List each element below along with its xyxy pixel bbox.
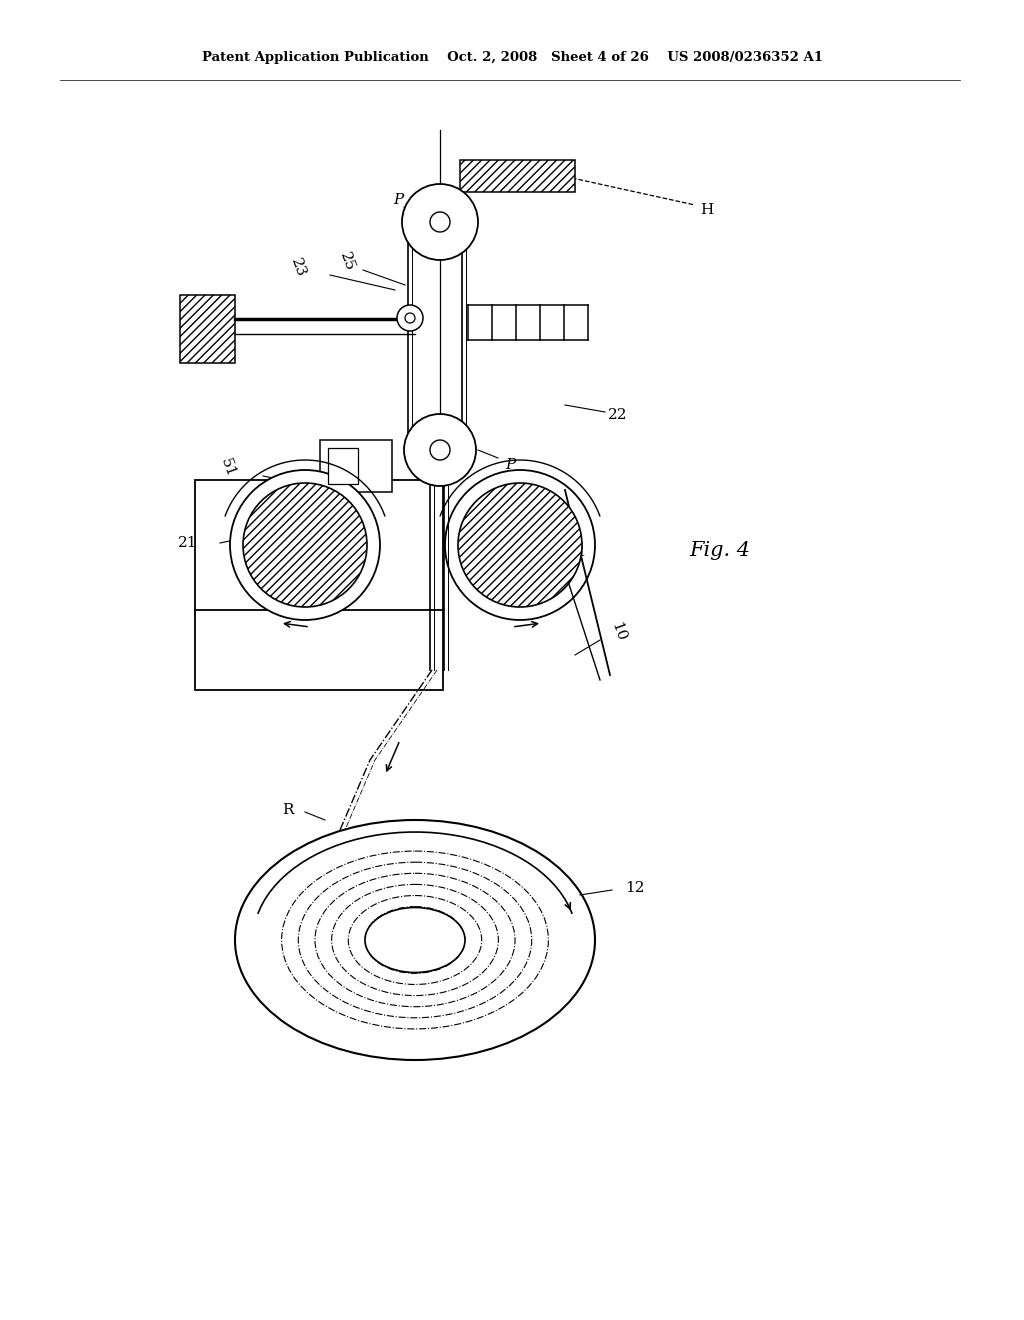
Bar (460, 160, 575, 191)
Text: 21: 21 (568, 545, 588, 558)
Circle shape (458, 483, 582, 607)
Circle shape (397, 305, 423, 331)
Text: Patent Application Publication    Oct. 2, 2008   Sheet 4 of 26    US 2008/023635: Patent Application Publication Oct. 2, 2… (202, 51, 822, 65)
Text: 25: 25 (337, 251, 357, 273)
Text: 23: 23 (288, 256, 308, 280)
Text: 21: 21 (178, 536, 198, 550)
Text: Fig. 4: Fig. 4 (689, 540, 751, 560)
Circle shape (430, 440, 450, 459)
Text: 10: 10 (608, 620, 628, 644)
Circle shape (406, 313, 415, 323)
Text: 22: 22 (608, 408, 628, 422)
Ellipse shape (365, 908, 465, 973)
Bar (180, 294, 234, 363)
Circle shape (404, 414, 476, 486)
Circle shape (230, 470, 380, 620)
Bar (195, 610, 443, 690)
Text: R: R (283, 803, 294, 817)
Circle shape (430, 213, 450, 232)
Bar (319, 440, 392, 492)
Bar (195, 480, 443, 615)
Text: 12: 12 (626, 880, 645, 895)
Circle shape (243, 483, 367, 607)
Text: H: H (700, 203, 714, 216)
Circle shape (445, 470, 595, 620)
Ellipse shape (234, 820, 595, 1060)
Text: 51: 51 (218, 457, 238, 479)
Text: P: P (393, 193, 403, 207)
Text: P: P (505, 458, 515, 473)
Bar (328, 447, 358, 484)
Circle shape (402, 183, 478, 260)
